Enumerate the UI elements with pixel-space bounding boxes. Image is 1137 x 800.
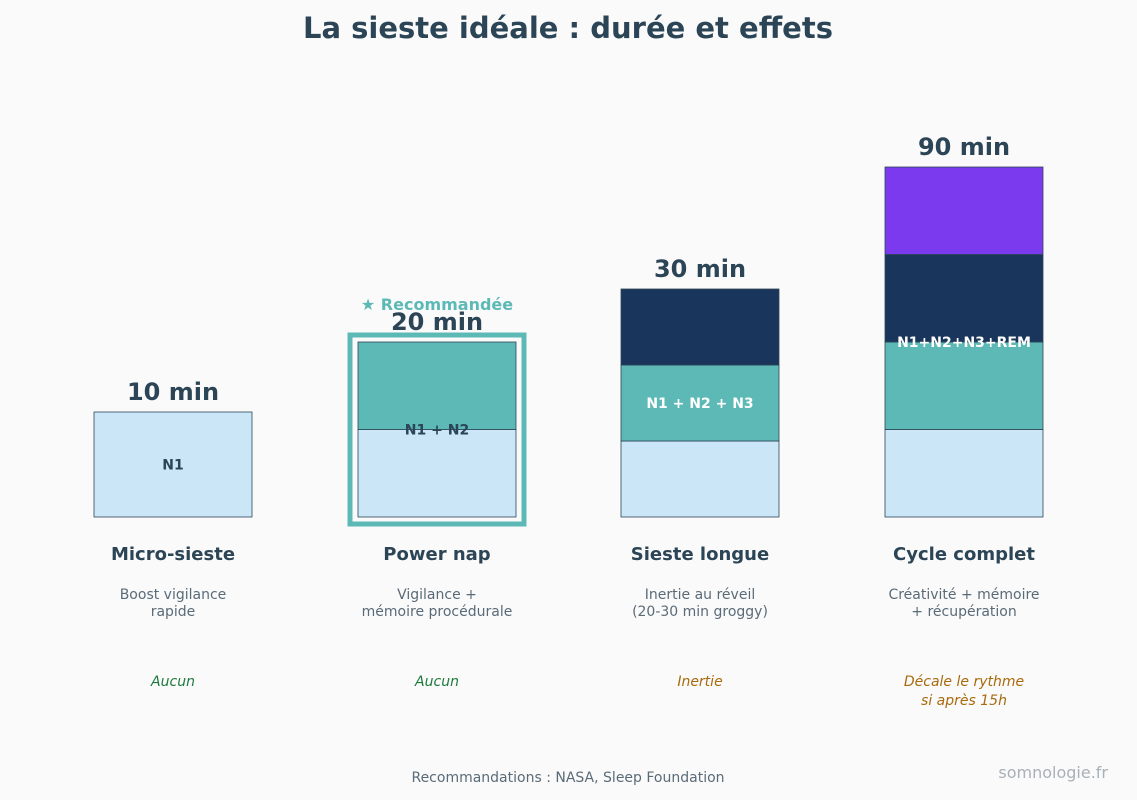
- side-effect-text: Aucun: [414, 674, 459, 690]
- bar-group-0: N1 10 min Micro-sieste Boost vigilancerapid…: [93, 378, 253, 690]
- stage-label: N1 + N2 + N3: [646, 396, 753, 412]
- effect-text: Boost vigilance: [120, 587, 227, 603]
- brand-watermark: somnologie.fr: [998, 763, 1108, 782]
- effect-text: (20-30 min groggy): [632, 604, 768, 620]
- category-name: Cycle complet: [893, 544, 1035, 565]
- recommended-label: ★ Recommandée: [361, 295, 513, 314]
- recommended-frame: [347, 332, 527, 527]
- effect-text: + récupération: [911, 604, 1016, 620]
- bar-segment-rem: [884, 166, 1044, 255]
- category-name: Power nap: [383, 544, 491, 565]
- stage-label: N1: [162, 458, 183, 474]
- bar-segment-n1: [620, 440, 780, 518]
- duration-label: 10 min: [127, 378, 219, 406]
- duration-label: 30 min: [654, 255, 746, 283]
- bar-segment-n3: [620, 288, 780, 366]
- source-note: Recommandations : NASA, Sleep Foundation: [411, 770, 724, 786]
- stage-label: N1 + N2: [405, 423, 469, 439]
- bar-segment-n1: [357, 429, 517, 518]
- bar-segment-n2: [357, 341, 517, 430]
- side-effect-text: Inertie: [677, 674, 722, 690]
- category-name: Micro-sieste: [111, 544, 235, 565]
- effect-text: Créativité + mémoire: [888, 587, 1039, 603]
- chart-title: La sieste idéale : durée et effets: [303, 11, 833, 45]
- bar-segment-n1: [93, 411, 253, 518]
- effect-text: Inertie au réveil: [645, 587, 755, 603]
- effect-text: Vigilance +: [397, 587, 477, 603]
- bar-segment-n1: [884, 429, 1044, 518]
- category-name: Sieste longue: [631, 544, 769, 565]
- effect-text: mémoire procédurale: [362, 604, 513, 620]
- duration-label: 90 min: [918, 133, 1010, 161]
- side-effect-text: si après 15h: [921, 693, 1007, 709]
- bar-group-3: N1+N2+N3+REM 90 min Cycle complet Créativit…: [884, 133, 1044, 709]
- side-effect-text: Décale le rythme: [904, 674, 1024, 690]
- bar-group-2: N1 + N2 + N3 30 min Sieste longue Inertie a…: [620, 255, 780, 690]
- bar-segment-n2: [884, 341, 1044, 430]
- stage-label: N1+N2+N3+REM: [897, 335, 1031, 351]
- duration-label: 20 min: [391, 308, 483, 336]
- bar-segment-n3: [884, 254, 1044, 343]
- bar-group-1: ★ Recommandée N1 + N2 20 min Power nap Vigil…: [347, 295, 527, 690]
- bars-group: N1 10 min Micro-sieste Boost vigilancerapid…: [93, 133, 1044, 709]
- effect-text: rapide: [151, 604, 196, 620]
- side-effect-text: Aucun: [150, 674, 195, 690]
